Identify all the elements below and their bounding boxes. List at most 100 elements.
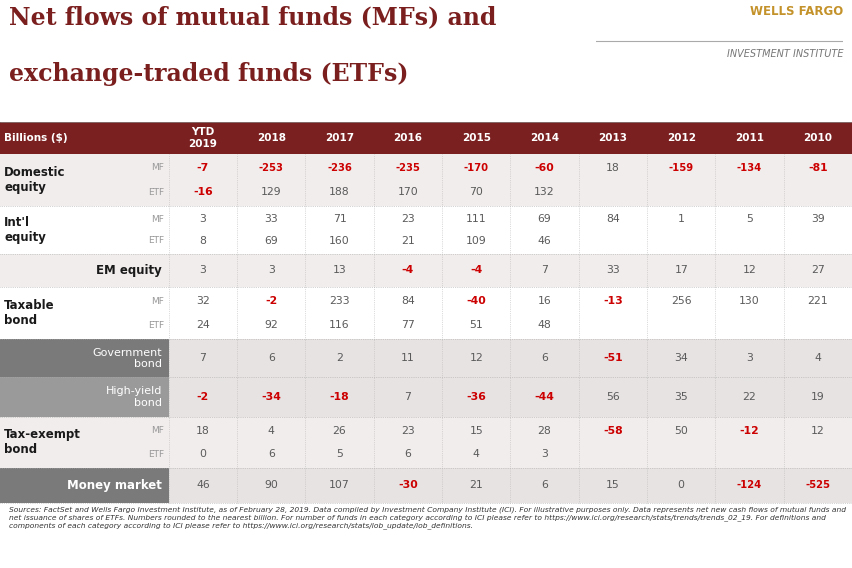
Text: -4: -4	[470, 265, 482, 275]
Text: 15: 15	[606, 480, 619, 490]
Text: 2014: 2014	[530, 133, 559, 143]
Text: 233: 233	[329, 296, 350, 306]
Text: 132: 132	[534, 187, 555, 197]
Text: 56: 56	[606, 392, 619, 402]
Text: ETF: ETF	[148, 236, 164, 245]
Text: 6: 6	[268, 353, 274, 364]
Text: 11: 11	[401, 353, 415, 364]
Bar	[0, 417, 852, 468]
Text: ETF: ETF	[148, 187, 164, 197]
Text: 71: 71	[332, 214, 347, 224]
Text: 5: 5	[336, 449, 343, 459]
Text: 2017: 2017	[325, 133, 354, 143]
Bar	[0, 122, 852, 154]
Bar	[0, 468, 852, 503]
Text: -36: -36	[466, 392, 486, 402]
Text: WELLS FARGO: WELLS FARGO	[751, 5, 843, 18]
Text: 19: 19	[811, 392, 825, 402]
Text: ETF: ETF	[148, 321, 164, 330]
Bar	[0, 339, 169, 377]
Text: 16: 16	[538, 296, 551, 306]
Text: 3: 3	[541, 449, 548, 459]
Text: 22: 22	[743, 392, 757, 402]
Text: 84: 84	[401, 296, 415, 306]
Bar	[0, 206, 852, 254]
Bar	[0, 287, 852, 339]
Text: Int'l
equity: Int'l equity	[4, 216, 46, 244]
Bar	[0, 377, 169, 417]
Text: 3: 3	[199, 265, 206, 275]
Text: -236: -236	[327, 163, 352, 173]
Text: 46: 46	[538, 236, 551, 246]
Text: 2: 2	[336, 353, 343, 364]
Text: -525: -525	[805, 480, 831, 490]
Text: YTD
2019: YTD 2019	[188, 127, 217, 149]
Text: 27: 27	[811, 265, 825, 275]
Text: 8: 8	[199, 236, 206, 246]
Text: 109: 109	[466, 236, 486, 246]
Text: 170: 170	[398, 187, 418, 197]
Text: 2013: 2013	[598, 133, 627, 143]
Text: 2012: 2012	[666, 133, 696, 143]
Text: -60: -60	[535, 163, 555, 173]
Text: 90: 90	[264, 480, 278, 490]
Text: 188: 188	[329, 187, 350, 197]
Text: 160: 160	[329, 236, 350, 246]
Bar	[0, 154, 169, 206]
Text: 116: 116	[329, 320, 350, 330]
Text: -253: -253	[259, 163, 284, 173]
Text: -2: -2	[197, 392, 209, 402]
Text: EM equity: EM equity	[96, 264, 162, 277]
Text: 7: 7	[405, 392, 412, 402]
Text: 13: 13	[332, 265, 347, 275]
Text: 6: 6	[405, 449, 412, 459]
Text: -235: -235	[395, 163, 420, 173]
Text: 33: 33	[264, 214, 278, 224]
Text: MF: MF	[152, 426, 164, 435]
Text: MF: MF	[152, 296, 164, 306]
Text: 69: 69	[538, 214, 551, 224]
Text: 107: 107	[329, 480, 350, 490]
Text: 18: 18	[606, 163, 619, 173]
Text: 130: 130	[740, 296, 760, 306]
Text: -134: -134	[737, 163, 763, 173]
Text: 51: 51	[469, 320, 483, 330]
Text: 7: 7	[541, 265, 548, 275]
Text: 32: 32	[196, 296, 210, 306]
Text: 46: 46	[196, 480, 210, 490]
Text: 3: 3	[199, 214, 206, 224]
Text: 12: 12	[811, 426, 825, 436]
Bar	[0, 339, 852, 377]
Text: 2015: 2015	[462, 133, 491, 143]
Text: High-yield
bond: High-yield bond	[106, 386, 162, 408]
Text: Domestic
equity: Domestic equity	[4, 166, 66, 194]
Text: ETF: ETF	[148, 450, 164, 458]
Text: 17: 17	[674, 265, 688, 275]
Text: -7: -7	[197, 163, 209, 173]
Text: 6: 6	[541, 480, 548, 490]
Text: 69: 69	[264, 236, 278, 246]
Text: 28: 28	[538, 426, 551, 436]
Text: 2016: 2016	[394, 133, 423, 143]
Text: 48: 48	[538, 320, 551, 330]
Text: MF: MF	[152, 215, 164, 223]
Text: 34: 34	[674, 353, 688, 364]
Text: 7: 7	[199, 353, 206, 364]
Text: -13: -13	[603, 296, 623, 306]
Text: -159: -159	[669, 163, 694, 173]
Text: 12: 12	[743, 265, 757, 275]
Text: 33: 33	[606, 265, 619, 275]
Text: Tax-exempt
bond: Tax-exempt bond	[4, 428, 81, 457]
Text: -40: -40	[466, 296, 486, 306]
Text: -2: -2	[265, 296, 277, 306]
Text: 12: 12	[469, 353, 483, 364]
Text: -44: -44	[534, 392, 555, 402]
Text: 84: 84	[606, 214, 619, 224]
Text: 26: 26	[332, 426, 347, 436]
Text: 77: 77	[401, 320, 415, 330]
Bar	[0, 417, 169, 468]
Text: 2011: 2011	[735, 133, 764, 143]
Text: 0: 0	[199, 449, 206, 459]
Bar	[0, 154, 852, 206]
Text: -18: -18	[330, 392, 349, 402]
